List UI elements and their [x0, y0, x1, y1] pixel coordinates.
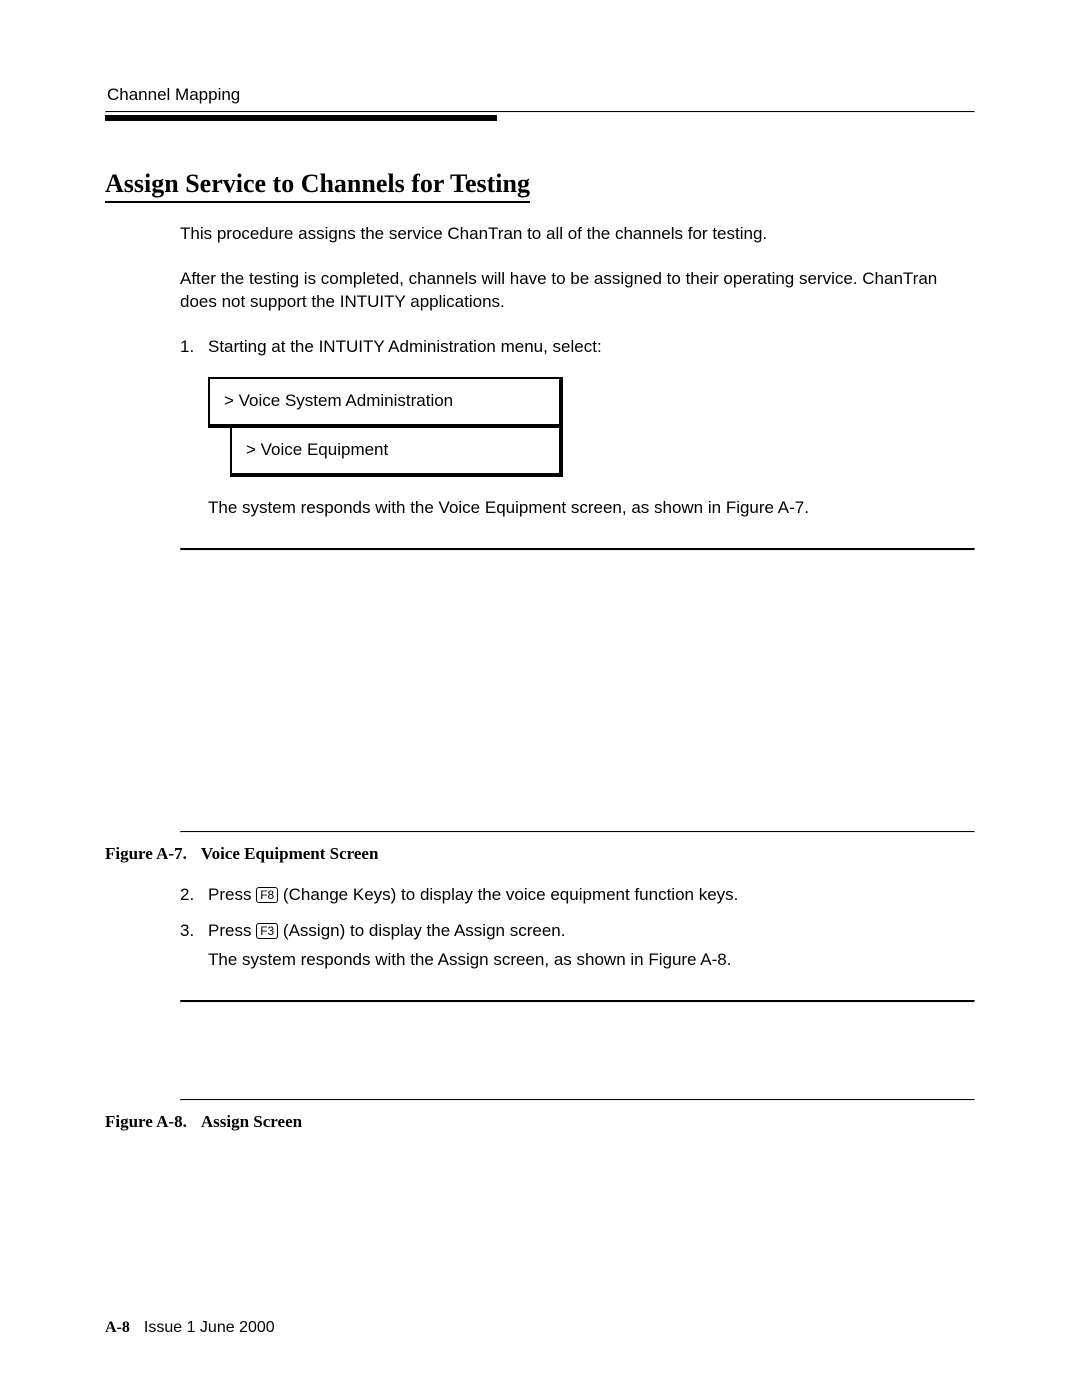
step-3-post: (Assign) to display the Assign screen.: [278, 921, 565, 940]
header-thick-bar: [105, 115, 497, 121]
step-2-pre: Press: [208, 885, 256, 904]
step-2-post: (Change Keys) to display the voice equip…: [278, 885, 738, 904]
intro-paragraph-2: After the testing is completed, channels…: [180, 268, 975, 314]
step-1-number: 1.: [180, 336, 208, 359]
step-3-pre: Press: [208, 921, 256, 940]
figure-a8-title: Assign Screen: [201, 1112, 302, 1131]
step-3-text: Press F3 (Assign) to display the Assign …: [208, 920, 975, 943]
header-rule: [105, 111, 975, 113]
step-3-number: 3.: [180, 920, 208, 943]
figure-a7-caption: Figure A-7. Voice Equipment Screen: [105, 843, 975, 866]
figure-a7-label: Figure A-7.: [105, 844, 187, 863]
step-2: 2. Press F8 (Change Keys) to display the…: [180, 884, 975, 907]
section-title: Assign Service to Channels for Testing: [105, 169, 530, 203]
figure-a7-title: Voice Equipment Screen: [201, 844, 379, 863]
figure-a8-label: Figure A-8.: [105, 1112, 187, 1131]
menu-item-voice-equipment: > Voice Equipment: [230, 426, 563, 477]
figure-a8-placeholder: [180, 1003, 975, 1099]
keycap-f3: F3: [256, 923, 278, 939]
figure-a7-placeholder: [180, 551, 975, 831]
step-2-text: Press F8 (Change Keys) to display the vo…: [208, 884, 975, 907]
step-1-text: Starting at the INTUITY Administration m…: [208, 336, 975, 359]
running-head: Channel Mapping: [105, 85, 975, 105]
intro-paragraph-1: This procedure assigns the service ChanT…: [180, 223, 975, 246]
step-1: 1. Starting at the INTUITY Administratio…: [180, 336, 975, 359]
page-footer: A-8 Issue 1 June 2000: [105, 1319, 275, 1337]
menu-item-voice-system-admin: > Voice System Administration: [208, 377, 563, 428]
step-2-number: 2.: [180, 884, 208, 907]
issue-date: Issue 1 June 2000: [144, 1319, 275, 1336]
figure-a7-bottom-rule: [180, 831, 975, 833]
step-3: 3. Press F3 (Assign) to display the Assi…: [180, 920, 975, 943]
page: Channel Mapping Assign Service to Channe…: [0, 0, 1080, 1397]
figure-a8-caption: Figure A-8. Assign Screen: [105, 1111, 975, 1134]
step-1-result: The system responds with the Voice Equip…: [208, 497, 975, 520]
step-3-result: The system responds with the Assign scre…: [208, 949, 975, 972]
figure-a8-bottom-rule: [180, 1099, 975, 1101]
keycap-f8: F8: [256, 887, 278, 903]
menu-selection-box: > Voice System Administration > Voice Eq…: [208, 377, 563, 477]
body-column: This procedure assigns the service ChanT…: [180, 223, 975, 1134]
page-number: A-8: [105, 1319, 130, 1336]
